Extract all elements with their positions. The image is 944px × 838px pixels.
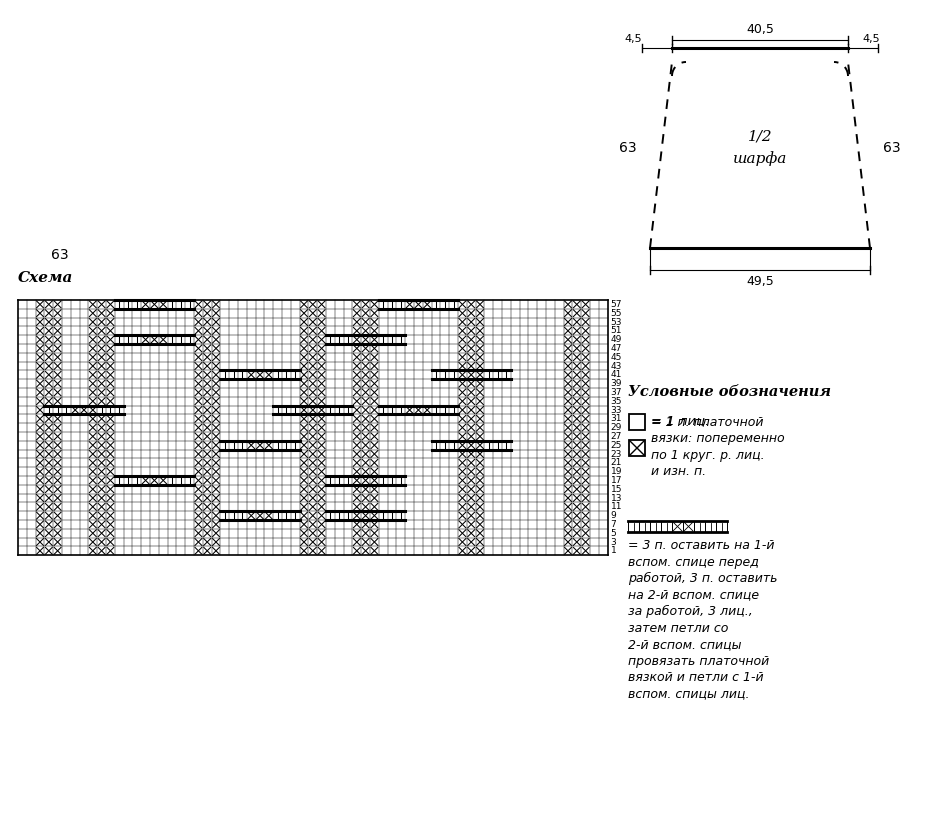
Text: 43: 43 bbox=[611, 361, 622, 370]
Text: 13: 13 bbox=[611, 494, 622, 503]
Text: 47: 47 bbox=[611, 344, 622, 353]
Text: 29: 29 bbox=[611, 423, 622, 432]
Text: 3: 3 bbox=[611, 537, 616, 546]
Bar bbox=[716, 521, 727, 532]
Bar bbox=[661, 521, 672, 532]
Text: 45: 45 bbox=[611, 353, 622, 362]
Bar bbox=[629, 440, 645, 456]
Text: = 1 лиц.: = 1 лиц. bbox=[651, 415, 709, 427]
Text: 1/2
шарфа: 1/2 шарфа bbox=[733, 130, 787, 166]
Text: 27: 27 bbox=[611, 432, 622, 441]
Bar bbox=[650, 521, 661, 532]
Text: 7: 7 bbox=[611, 520, 616, 529]
Text: 40,5: 40,5 bbox=[746, 23, 774, 36]
Text: 39: 39 bbox=[611, 379, 622, 388]
Text: 49,5: 49,5 bbox=[746, 275, 774, 288]
Text: 57: 57 bbox=[611, 300, 622, 309]
Text: 55: 55 bbox=[611, 308, 622, 318]
Text: 63: 63 bbox=[619, 141, 637, 155]
Bar bbox=[18, 300, 608, 556]
Text: 53: 53 bbox=[611, 318, 622, 327]
Text: = 1 п. платочной
вязки: попеременно
по 1 круг. р. лиц.
и изн. п.: = 1 п. платочной вязки: попеременно по 1… bbox=[651, 416, 784, 478]
Text: 63: 63 bbox=[51, 248, 69, 262]
Text: 19: 19 bbox=[611, 467, 622, 476]
Text: Схема: Схема bbox=[18, 271, 74, 285]
Text: 23: 23 bbox=[611, 449, 622, 458]
Text: 31: 31 bbox=[611, 414, 622, 423]
Text: 15: 15 bbox=[611, 484, 622, 494]
Text: 51: 51 bbox=[611, 326, 622, 335]
Text: 63: 63 bbox=[884, 141, 901, 155]
Text: Условные обозначения: Условные обозначения bbox=[628, 385, 831, 399]
Text: 4,5: 4,5 bbox=[624, 34, 642, 44]
Bar bbox=[694, 521, 705, 532]
Text: 5: 5 bbox=[611, 529, 616, 538]
Text: 49: 49 bbox=[611, 335, 622, 344]
Text: 21: 21 bbox=[611, 458, 622, 468]
Text: 4,5: 4,5 bbox=[862, 34, 880, 44]
Text: 37: 37 bbox=[611, 388, 622, 397]
Bar bbox=[672, 521, 683, 532]
Text: 11: 11 bbox=[611, 502, 622, 511]
Bar bbox=[639, 521, 650, 532]
Bar bbox=[683, 521, 694, 532]
Bar bbox=[628, 521, 639, 532]
Bar bbox=[705, 521, 716, 532]
Text: = 3 п. оставить на 1-й
вспом. спице перед
работой, 3 п. оставить
на 2-й вспом. с: = 3 п. оставить на 1-й вспом. спице пере… bbox=[628, 539, 778, 701]
Text: 25: 25 bbox=[611, 441, 622, 450]
Text: 1: 1 bbox=[611, 546, 616, 556]
Text: 41: 41 bbox=[611, 370, 622, 380]
Text: 9: 9 bbox=[611, 511, 616, 520]
Text: 35: 35 bbox=[611, 396, 622, 406]
Bar bbox=[629, 414, 645, 430]
Text: 33: 33 bbox=[611, 406, 622, 415]
Text: 17: 17 bbox=[611, 476, 622, 485]
